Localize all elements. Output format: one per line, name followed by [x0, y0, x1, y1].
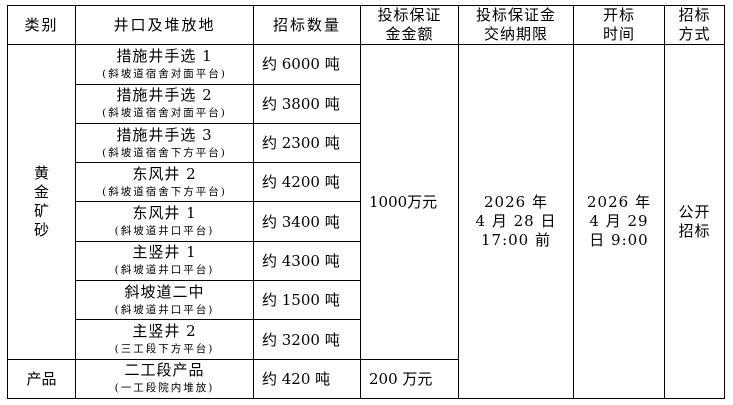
location-name: 主竖井 1 — [132, 243, 197, 262]
location-place: (斜坡道宿舍对面平台) — [102, 107, 227, 120]
header-line: 金金额 — [385, 25, 434, 44]
location-name: 措施井手选 2 — [116, 86, 213, 105]
location-name: 东风井 1 — [132, 204, 197, 223]
location-name: 二工段产品 — [124, 361, 205, 380]
quantity-cell: 约 2300 吨 — [253, 122, 361, 164]
category-char: 金 — [33, 182, 49, 201]
header-row: 类别 井口及堆放地 招标数量 投标保证 金金额 投标保证金 交纳期限 开标 时间 招标… — [7, 4, 725, 46]
deadline-line: 4 月 28 日 — [475, 212, 557, 231]
quantity-cell: 约 1500 吨 — [253, 280, 361, 321]
header-deposit-deadline: 投标保证金 交纳期限 — [458, 4, 574, 46]
table-row: 黄 金 矿 砂 措施井手选 1 (斜坡道宿舍对面平台) 约 6000 吨 1000… — [7, 44, 725, 399]
category-char: 砂 — [33, 220, 49, 239]
quantity-cell: 约 3400 吨 — [253, 201, 361, 242]
deposit-amount-product: 200 万元 — [360, 358, 459, 399]
header-line: 方式 — [678, 25, 711, 44]
location-name: 措施井手选 1 — [116, 46, 213, 65]
header-line: 招标 — [678, 6, 711, 25]
location-cell: 斜坡道二中 (斜坡道井口平台) — [75, 280, 254, 321]
quantity-cell: 约 420 吨 — [253, 358, 361, 399]
deadline-line: 2026 年 — [484, 193, 548, 212]
header-deposit-amount: 投标保证 金金额 — [360, 4, 459, 46]
table-row: 东风井 1 (斜坡道井口平台) 约 3400 吨 — [8, 201, 725, 242]
location-cell: 二工段产品 (一工段院内堆放) — [75, 358, 254, 399]
location-place: (斜坡道井口平台) — [114, 225, 215, 238]
header-quantity: 招标数量 — [253, 4, 361, 46]
location-cell: 主竖井 1 (斜坡道井口平台) — [75, 240, 254, 282]
quantity-cell: 约 3200 吨 — [253, 319, 361, 360]
table-row: 主竖井 1 (斜坡道井口平台) 约 4300 吨 — [8, 240, 725, 282]
opening-line: 日 9:00 — [589, 231, 649, 250]
location-name: 东风井 2 — [132, 164, 197, 183]
table-row: 措施井手选 3 (斜坡道宿舍下方平台) 约 2300 吨 — [8, 122, 725, 164]
location-cell: 措施井手选 1 (斜坡道宿舍对面平台) — [75, 44, 254, 85]
category-char: 矿 — [33, 201, 49, 220]
bid-method: 公开 招标 — [664, 44, 725, 399]
location-place: (斜坡道井口平台) — [114, 264, 215, 277]
location-name: 措施井手选 3 — [116, 125, 213, 144]
header-line: 投标保证 — [377, 6, 442, 25]
table-row: 主竖井 2 (三工段下方平台) 约 3200 吨 — [8, 319, 725, 360]
location-place: (一工段院内堆放) — [114, 382, 215, 395]
location-place: (斜坡道宿舍对面平台) — [102, 67, 227, 80]
header-method: 招标 方式 — [664, 4, 725, 46]
deposit-amount-gold: 1000万元 — [360, 44, 459, 360]
table-row: 措施井手选 2 (斜坡道宿舍对面平台) 约 3800 吨 — [8, 83, 725, 124]
method-line: 公开 — [678, 202, 711, 221]
header-opening-time: 开标 时间 — [573, 4, 665, 46]
table-row: 产品 二工段产品 (一工段院内堆放) 约 420 吨 200 万元 — [7, 358, 725, 399]
location-place: (三工段下方平台) — [114, 343, 215, 356]
quantity-cell: 约 6000 吨 — [253, 44, 361, 85]
location-place: (斜坡道井口平台) — [114, 303, 215, 316]
header-line: 开标 — [602, 6, 635, 25]
table-row: 东风井 2 (斜坡道宿舍下方平台) 约 4200 吨 — [8, 162, 725, 203]
opening-line: 4 月 29 — [589, 212, 649, 231]
location-name: 斜坡道二中 — [124, 282, 205, 301]
category-gold-ore: 黄 金 矿 砂 — [7, 44, 76, 360]
quantity-cell: 约 4200 吨 — [253, 162, 361, 203]
header-line: 时间 — [602, 25, 635, 44]
method-line: 招标 — [678, 221, 711, 240]
opening-line: 2026 年 — [587, 193, 651, 212]
category-char: 黄 — [33, 163, 49, 182]
location-name: 主竖井 2 — [132, 322, 197, 341]
header-category: 类别 — [7, 4, 76, 46]
location-cell: 措施井手选 2 (斜坡道宿舍对面平台) — [75, 83, 254, 124]
location-cell: 东风井 2 (斜坡道宿舍下方平台) — [75, 162, 254, 203]
header-line: 投标保证金 — [475, 6, 556, 25]
location-cell: 措施井手选 3 (斜坡道宿舍下方平台) — [75, 122, 254, 164]
location-cell: 东风井 1 (斜坡道井口平台) — [75, 201, 254, 242]
header-location: 井口及堆放地 — [75, 4, 254, 46]
location-place: (斜坡道宿舍下方平台) — [102, 146, 227, 159]
bid-table: 类别 井口及堆放地 招标数量 投标保证 金金额 投标保证金 交纳期限 开标 时间 招标… — [7, 4, 725, 399]
quantity-cell: 约 4300 吨 — [253, 240, 361, 282]
deadline-line: 17:00 前 — [481, 231, 551, 250]
category-product: 产品 — [7, 358, 76, 399]
quantity-cell: 约 3800 吨 — [253, 83, 361, 124]
location-cell: 主竖井 2 (三工段下方平台) — [75, 319, 254, 360]
header-line: 交纳期限 — [483, 25, 548, 44]
location-place: (斜坡道宿舍下方平台) — [102, 185, 227, 198]
